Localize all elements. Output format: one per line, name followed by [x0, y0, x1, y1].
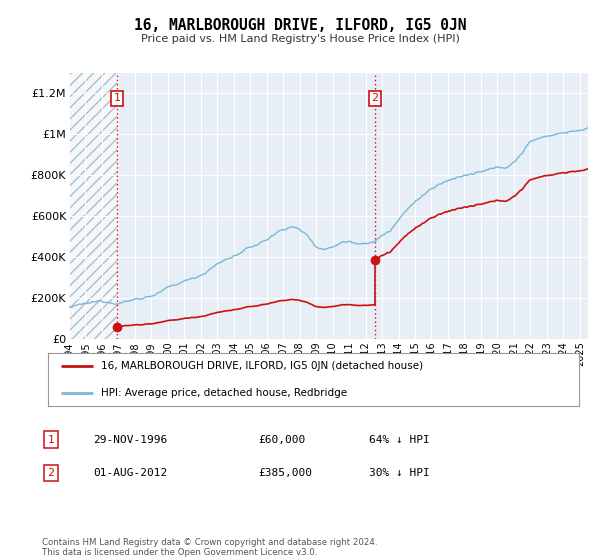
Text: 16, MARLBOROUGH DRIVE, ILFORD, IG5 0JN (detached house): 16, MARLBOROUGH DRIVE, ILFORD, IG5 0JN (… — [101, 361, 423, 371]
Text: Contains HM Land Registry data © Crown copyright and database right 2024.
This d: Contains HM Land Registry data © Crown c… — [42, 538, 377, 557]
Text: £60,000: £60,000 — [258, 435, 305, 445]
Text: Price paid vs. HM Land Registry's House Price Index (HPI): Price paid vs. HM Land Registry's House … — [140, 34, 460, 44]
Text: 2: 2 — [371, 94, 379, 104]
Text: HPI: Average price, detached house, Redbridge: HPI: Average price, detached house, Redb… — [101, 388, 347, 398]
Text: 30% ↓ HPI: 30% ↓ HPI — [369, 468, 430, 478]
Bar — [69, 73, 117, 339]
Text: 64% ↓ HPI: 64% ↓ HPI — [369, 435, 430, 445]
Text: 1: 1 — [47, 435, 55, 445]
Text: 2: 2 — [47, 468, 55, 478]
Text: £385,000: £385,000 — [258, 468, 312, 478]
Text: 16, MARLBOROUGH DRIVE, ILFORD, IG5 0JN: 16, MARLBOROUGH DRIVE, ILFORD, IG5 0JN — [134, 18, 466, 32]
Bar — [69, 73, 117, 339]
Text: 01-AUG-2012: 01-AUG-2012 — [93, 468, 167, 478]
Text: 29-NOV-1996: 29-NOV-1996 — [93, 435, 167, 445]
Text: 1: 1 — [113, 94, 121, 104]
